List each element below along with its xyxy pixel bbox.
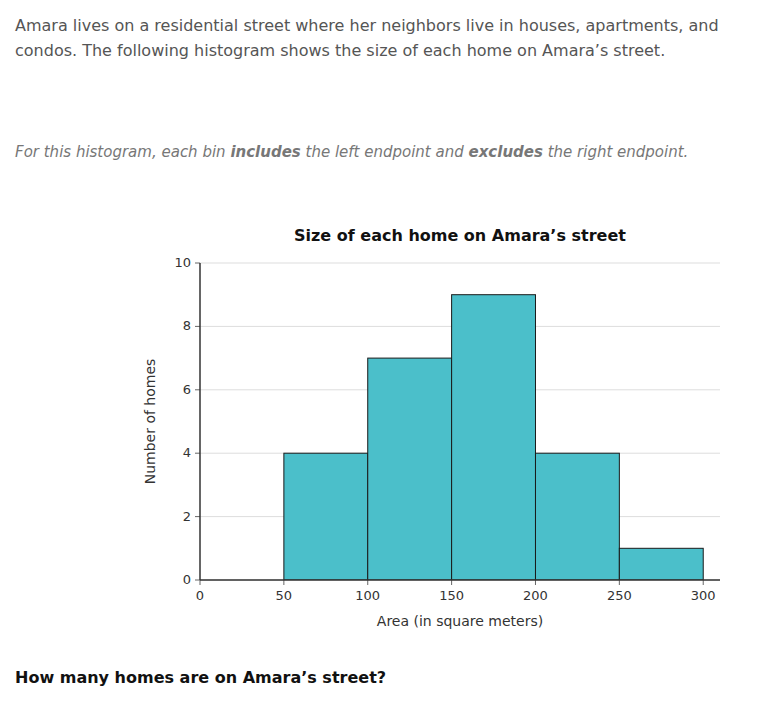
grid-line (200, 580, 720, 581)
emphasis: includes (230, 143, 300, 161)
histogram-bar (452, 295, 536, 580)
intro-text: Amara lives on a residential street wher… (15, 14, 735, 64)
histogram-chart: Size of each home on Amara’s street 0 2 4 6 8… (0, 215, 763, 660)
x-tick-label: 150 (439, 588, 464, 603)
text-segment: the left endpoint and (301, 143, 469, 161)
chart-title: Size of each home on Amara’s street (294, 226, 626, 245)
y-tick-label: 6 (183, 382, 191, 397)
x-tick-label: 50 (276, 588, 293, 603)
emphasis: excludes (469, 143, 543, 161)
text-segment: the right endpoint. (543, 143, 688, 161)
x-tick-label: 200 (523, 588, 548, 603)
grid-line (200, 263, 720, 264)
page: {"chart_data": {"type": "histogram", "ti… (0, 0, 763, 715)
histogram-bar (535, 453, 619, 580)
y-tick-label: 2 (183, 509, 191, 524)
x-tick-label: 100 (355, 588, 380, 603)
y-axis-label: Number of homes (142, 359, 158, 485)
y-tick-label: 10 (174, 255, 191, 270)
question: How many homes are on Amara’s street? (15, 668, 745, 687)
x-tick-label: 300 (691, 588, 716, 603)
histogram-bar (619, 548, 703, 580)
y-axis-line (199, 263, 201, 580)
text-segment: For this histogram, each bin (15, 143, 230, 161)
y-tick-label: 4 (183, 445, 191, 460)
x-tick-label: 0 (196, 588, 204, 603)
x-axis-label: Area (in square meters) (377, 613, 543, 629)
x-axis-line (200, 579, 720, 581)
x-tick-label: 250 (607, 588, 632, 603)
y-tick-label: 0 (183, 572, 191, 587)
histogram-bar (284, 453, 368, 580)
histogram-bar (368, 358, 452, 580)
y-grid (200, 263, 720, 580)
y-tick-label: 8 (183, 318, 191, 333)
bin-note: For this histogram, each bin includes th… (15, 140, 735, 164)
bars (284, 295, 703, 580)
